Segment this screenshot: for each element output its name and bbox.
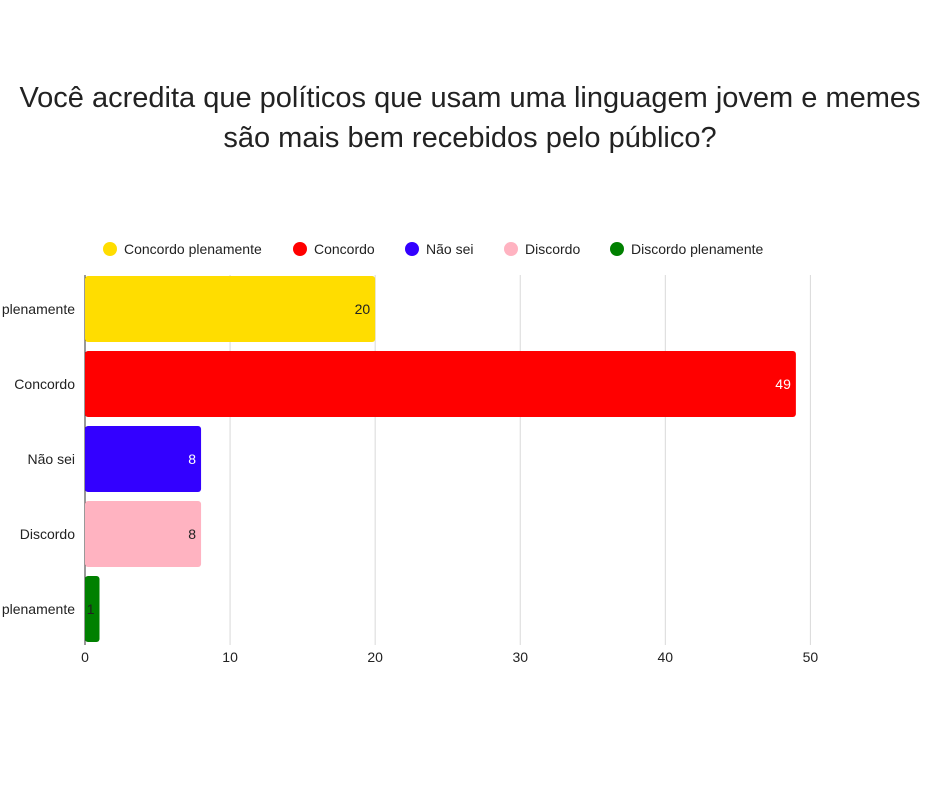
chart-legend: Concordo plenamente Concordo Não sei Dis… xyxy=(0,238,940,260)
x-tick-label-40: 40 xyxy=(658,649,674,665)
legend-label-nao-sei: Não sei xyxy=(426,241,474,257)
category-labels: Concordo plenamente Concordo Não sei Discor… xyxy=(0,301,75,617)
legend-item-concordo-plenamente[interactable]: Concordo plenamente xyxy=(103,238,262,260)
x-tick-label-30: 30 xyxy=(512,649,528,665)
bar-nao-sei[interactable] xyxy=(85,426,202,492)
category-label-concordo-plenamente: Concordo plenamente xyxy=(0,301,75,317)
bar-concordo-plenamente[interactable] xyxy=(85,276,376,342)
value-label-concordo: 49 xyxy=(775,376,791,392)
value-label-concordo-plenamente: 20 xyxy=(355,301,371,317)
legend-swatch-nao-sei xyxy=(405,242,419,256)
x-tick-labels: 0 10 20 30 40 50 xyxy=(81,649,818,665)
bar-discordo[interactable] xyxy=(85,501,202,567)
value-labels: 20 49 8 8 1 xyxy=(87,301,791,617)
legend-item-discordo-plenamente[interactable]: Discordo plenamente xyxy=(610,238,763,260)
legend-item-discordo[interactable]: Discordo xyxy=(504,238,580,260)
bar-concordo[interactable] xyxy=(85,351,796,417)
legend-swatch-discordo xyxy=(504,242,518,256)
bars xyxy=(85,276,796,642)
x-tick-label-50: 50 xyxy=(803,649,819,665)
x-tick-label-20: 20 xyxy=(367,649,383,665)
chart-title-line-1: Você acredita que políticos que usam uma… xyxy=(19,82,921,114)
legend-label-concordo: Concordo xyxy=(314,241,375,257)
x-tick-label-0: 0 xyxy=(81,649,89,665)
legend-swatch-discordo-plenamente xyxy=(610,242,624,256)
category-label-nao-sei: Não sei xyxy=(28,451,75,467)
legend-item-nao-sei[interactable]: Não sei xyxy=(405,238,473,260)
value-label-nao-sei: 8 xyxy=(188,451,196,467)
legend-swatch-concordo-plenamente xyxy=(103,242,117,256)
legend-swatch-concordo xyxy=(293,242,307,256)
bar-discordo-plenamente[interactable] xyxy=(85,576,100,642)
category-label-discordo-plenamente: Discordo plenamente xyxy=(0,601,75,617)
x-tick-label-10: 10 xyxy=(222,649,238,665)
value-label-discordo: 8 xyxy=(188,526,196,542)
category-label-discordo: Discordo xyxy=(20,526,75,542)
legend-label-concordo-plenamente: Concordo plenamente xyxy=(124,241,262,257)
legend-label-discordo: Discordo xyxy=(525,241,581,257)
value-label-discordo-plenamente: 1 xyxy=(87,601,95,617)
legend-label-discordo-plenamente: Discordo plenamente xyxy=(631,241,764,257)
chart-title: Você acredita que políticos que usam uma… xyxy=(0,78,940,158)
chart-title-line-2: são mais bem recebidos pelo público? xyxy=(223,122,717,154)
category-label-concordo: Concordo xyxy=(14,376,75,392)
legend-item-concordo[interactable]: Concordo xyxy=(293,238,375,260)
